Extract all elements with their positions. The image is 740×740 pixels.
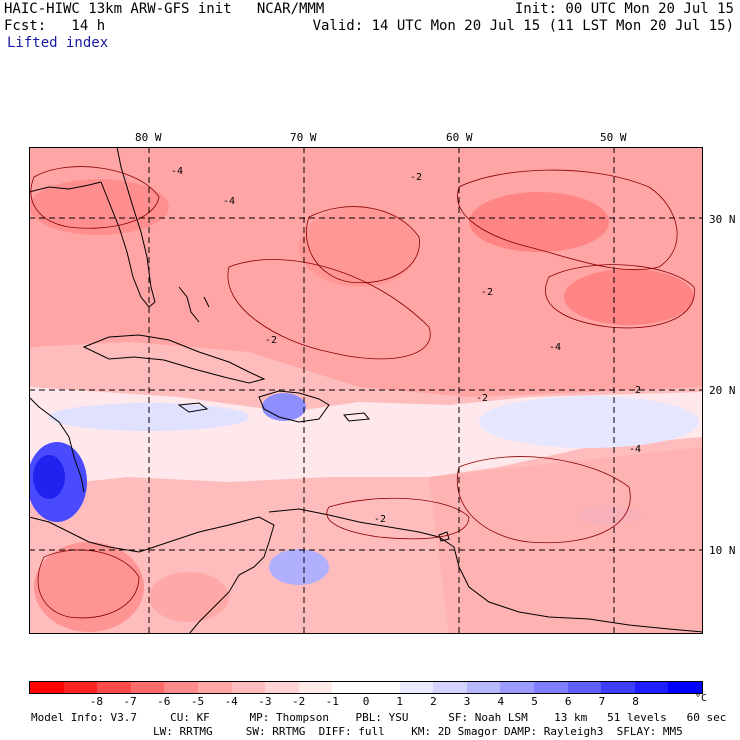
colorbar-cell [533,682,568,693]
colorbar-cell [164,682,198,693]
colorbar-tick-label: 5 [531,695,538,708]
colorbar-tick-label: 6 [564,695,572,708]
contour-neg-4-southwest [37,549,140,619]
cuba-coast [82,334,266,384]
colorbar [29,681,703,694]
jamaica-coast [177,402,209,413]
colorbar-cell [197,682,232,693]
contour-neg-4-north [457,169,678,271]
contour-neg-4-central [306,206,420,284]
colorbar-cell [365,682,400,693]
lat-label-10n: 10 N [709,544,736,557]
strong-negative-south-central [149,572,229,622]
colorbar-unit: °C [695,693,708,704]
strong-negative-central [299,207,419,287]
contour-label: -2 [410,172,422,183]
colorbar-tick-label: 8 [632,695,639,708]
colorbar-tick-label: -8 [89,695,104,708]
lon-label-80w: 80 W [135,131,162,144]
yucatan-coast [29,396,85,493]
contour-neg-2-southeast [457,456,631,544]
colorbar-cell [601,682,635,693]
contour-label: -2 [476,393,488,404]
strong-negative-n-atlantic [469,192,609,252]
lon-label-50w: 50 W [600,131,627,144]
colorbar-tick-label: 7 [598,695,606,708]
colorbar-cell [433,682,467,693]
florida-coast [100,147,156,308]
init-time: Init: 00 UTC Mon 20 Jul 15 [514,1,734,17]
model-info-line-2: LW: RRTMG SW: RRTMG DIFF: full KM: 2D Sm… [153,725,683,738]
positive-area-east [479,396,699,448]
puerto-rico-coast [343,412,370,422]
colorbar-tick-label: -2 [291,695,306,708]
positive-area-south [269,549,329,585]
field-name: Lifted index [7,35,109,51]
contour-neg-4-east [545,264,695,329]
bahamas-coast [178,286,210,323]
colorbar-cell [63,682,98,693]
contour-neg-2-central [227,259,431,360]
lat-label-30n: 30 N [709,213,736,226]
colorbar-cell [298,682,333,693]
colorbar-tick-label: 3 [463,695,471,708]
colorbar-tick-label: -6 [157,695,171,708]
colorbar-cell [634,682,669,693]
lat-label-20n: 20 N [709,384,736,397]
colorbar-cell [399,682,434,693]
forecast-hour: Fcst: 14 h [4,18,106,34]
colorbar-cell [231,682,266,693]
contour-label: -4 [223,196,235,207]
contour-label: -4 [171,166,183,177]
colorbar-tick-label: 0 [362,695,370,708]
positive-area-central-america-core [33,455,65,499]
strong-negative-east [564,269,694,325]
lifted-index-map: -4 -2 -2 -4 -4 -2 -2 -2 -4 -2 [29,147,703,634]
colorbar-cell [668,682,702,693]
run-title: HAIC-HIWC 13km ARW-GFS init NCAR/MMM [4,1,325,17]
colorbar-cell [500,682,534,693]
colorbar-cell [265,682,299,693]
hispaniola-coast [258,390,330,423]
lon-label-70w: 70 W [290,131,317,144]
lon-label-60w: 60 W [446,131,473,144]
contour-neg-2-south [326,497,470,540]
southeast-negative-band [429,447,703,634]
contour-label: -4 [549,342,561,353]
contour-label: -2 [481,287,493,298]
trinidad-coast [438,531,450,542]
colorbar-cell [97,682,131,693]
colorbar-tick-label: -5 [190,695,205,708]
contour-label: -2 [265,335,277,346]
colorbar-tick-label: 1 [396,695,403,708]
colorbar-cell [567,682,602,693]
central-america-coast [29,516,275,634]
colorbar-tick-label: 4 [497,695,505,708]
model-info-line-1: Model Info: V3.7 CU: KF MP: Thompson PBL… [31,711,727,724]
colorbar-tick-label: -4 [224,695,238,708]
contour-label: -2 [374,514,386,525]
valid-time: Valid: 14 UTC Mon 20 Jul 15 (11 LST Mon … [312,18,734,34]
gulf-coast [29,181,102,193]
contour-label: -2 [629,385,641,396]
colorbar-cell [130,682,165,693]
colorbar-labels: -8 -7 -6 -5 -4 -3 -2 -1 0 1 2 3 4 5 6 7 8 °C [29,693,707,709]
colorbar-tick-label: -3 [258,695,272,708]
colorbar-tick-label: -1 [325,695,339,708]
colorbar-cell [466,682,501,693]
positive-area-hispaniola [262,393,306,421]
colorbar-tick-label: 2 [430,695,437,708]
colorbar-tick-label: -7 [123,695,137,708]
map-frame [29,147,703,634]
strong-negative-southwest [34,542,144,632]
contour-label: -4 [629,444,641,455]
colorbar-cell [30,682,64,693]
colorbar-cell [332,682,366,693]
